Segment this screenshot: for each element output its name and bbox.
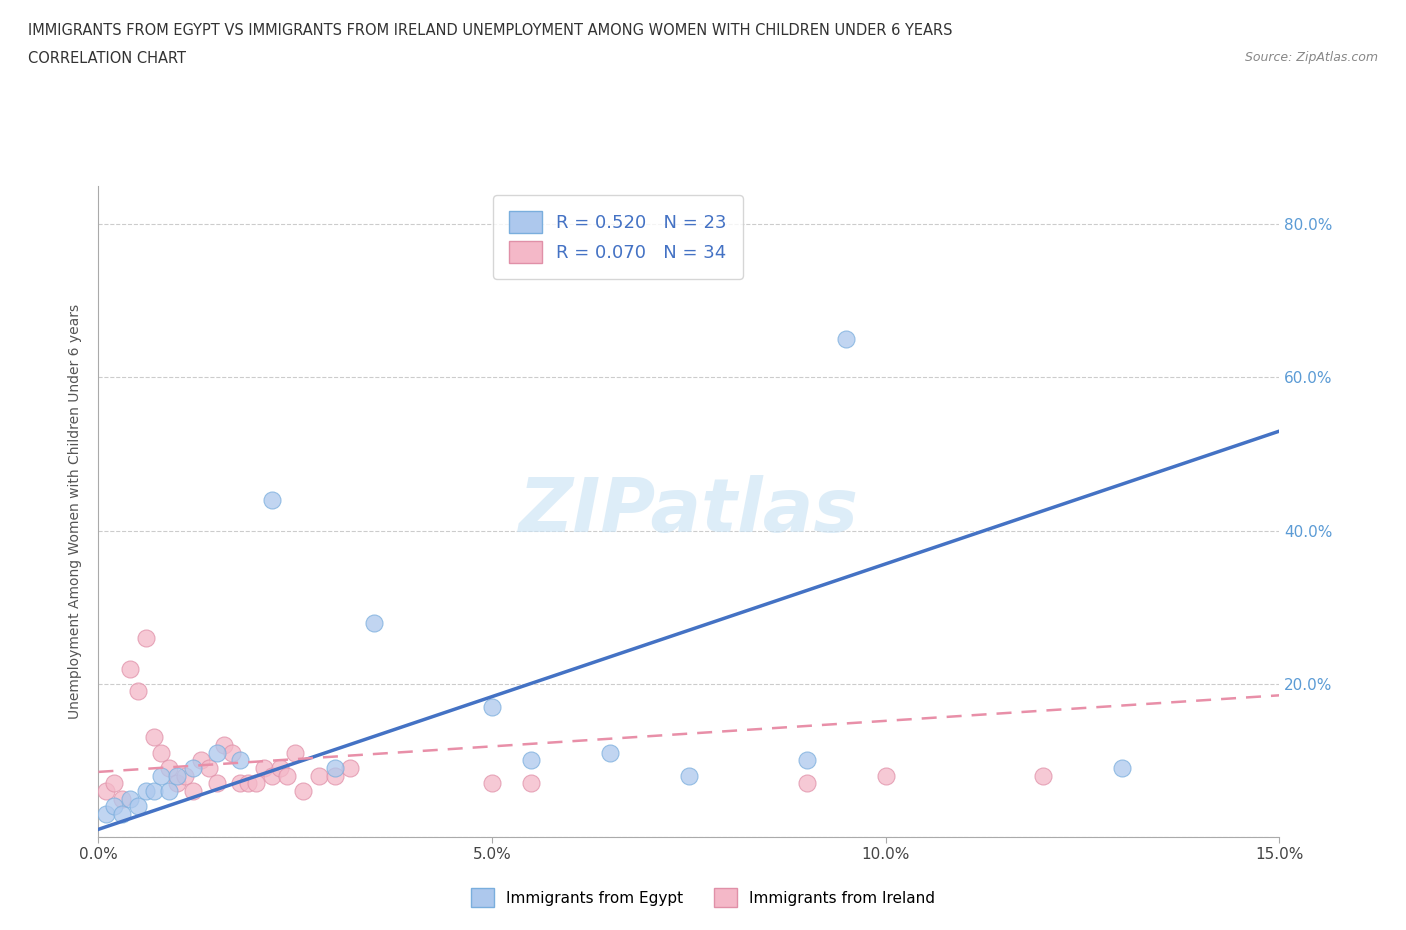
Point [229, 776, 252, 790]
Point [197, 761, 219, 776]
Point [166, 768, 188, 783]
Point [135, 631, 157, 645]
Text: Source: ZipAtlas.com: Source: ZipAtlas.com [1244, 51, 1378, 64]
Point [166, 776, 188, 790]
Text: CORRELATION CHART: CORRELATION CHART [28, 51, 186, 66]
Point [363, 615, 385, 630]
Point [127, 799, 149, 814]
Point [96, 806, 118, 821]
Point [157, 784, 180, 799]
Point [142, 730, 165, 745]
Point [229, 753, 252, 768]
Point [796, 776, 818, 790]
Point [308, 768, 330, 783]
Point [118, 661, 141, 676]
Point [205, 745, 228, 760]
Point [103, 776, 125, 790]
Point [796, 753, 818, 768]
Point [142, 784, 165, 799]
Point [253, 761, 276, 776]
Point [127, 684, 149, 699]
Point [520, 776, 543, 790]
Point [276, 768, 298, 783]
Legend: Immigrants from Egypt, Immigrants from Ireland: Immigrants from Egypt, Immigrants from I… [465, 883, 941, 913]
Point [599, 745, 621, 760]
Point [150, 745, 173, 760]
Point [181, 761, 204, 776]
Legend: R = 0.520   N = 23, R = 0.070   N = 34: R = 0.520 N = 23, R = 0.070 N = 34 [494, 195, 742, 279]
Y-axis label: Unemployment Among Women with Children Under 6 years: Unemployment Among Women with Children U… [69, 304, 83, 719]
Point [323, 768, 346, 783]
Point [875, 768, 897, 783]
Point [214, 737, 236, 752]
Point [678, 768, 700, 783]
Point [221, 745, 243, 760]
Point [150, 768, 173, 783]
Point [835, 332, 858, 347]
Text: ZIPatlas: ZIPatlas [519, 475, 859, 548]
Point [292, 784, 315, 799]
Point [260, 768, 283, 783]
Point [339, 761, 361, 776]
Point [174, 768, 197, 783]
Point [96, 784, 118, 799]
Point [260, 493, 283, 508]
Point [205, 776, 228, 790]
Point [323, 761, 346, 776]
Point [1111, 761, 1133, 776]
Point [118, 791, 141, 806]
Point [111, 806, 134, 821]
Point [284, 745, 307, 760]
Point [481, 699, 503, 714]
Point [269, 761, 291, 776]
Point [135, 784, 157, 799]
Point [190, 753, 212, 768]
Text: IMMIGRANTS FROM EGYPT VS IMMIGRANTS FROM IRELAND UNEMPLOYMENT AMONG WOMEN WITH C: IMMIGRANTS FROM EGYPT VS IMMIGRANTS FROM… [28, 23, 953, 38]
Point [481, 776, 503, 790]
Point [1032, 768, 1054, 783]
Point [236, 776, 259, 790]
Point [111, 791, 134, 806]
Point [157, 761, 180, 776]
Point [245, 776, 267, 790]
Point [181, 784, 204, 799]
Point [520, 753, 543, 768]
Point [103, 799, 125, 814]
